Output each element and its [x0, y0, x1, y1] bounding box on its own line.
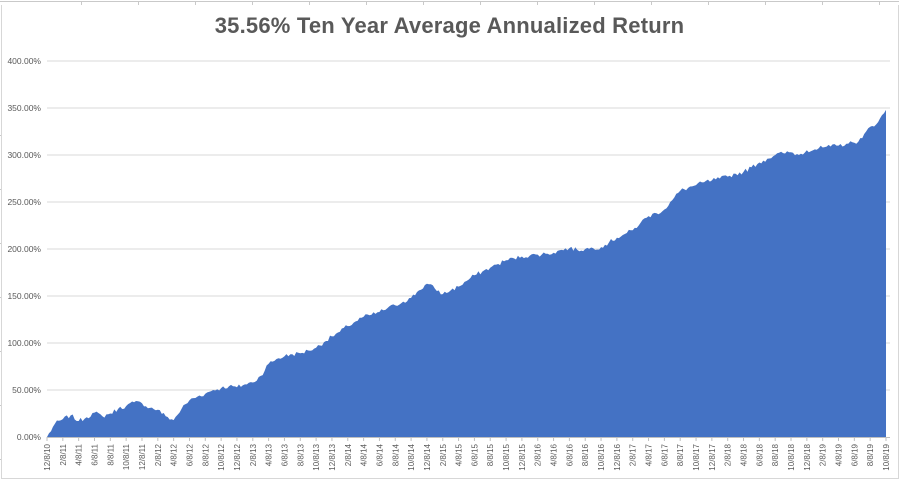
- x-axis-label: 6/8/11: [91, 443, 100, 465]
- spreadsheet-row-gridline: [0, 1, 899, 2]
- x-axis-label: 8/8/11: [106, 443, 115, 465]
- y-axis-label: 50.00%: [12, 385, 41, 395]
- x-axis-label: 4/8/12: [170, 443, 179, 466]
- y-axis-label: 100.00%: [7, 338, 41, 348]
- x-axis-label: 8/8/13: [296, 443, 305, 466]
- return-area-series[interactable]: [47, 109, 886, 438]
- x-axis-label: 8/8/17: [676, 443, 685, 466]
- x-axis-label: 2/8/11: [59, 443, 68, 465]
- x-axis-label: 2/8/16: [534, 443, 543, 466]
- x-axis-label: 6/8/15: [470, 443, 479, 466]
- x-axis-label: 12/8/16: [613, 443, 622, 470]
- y-axis-label: 200.00%: [7, 244, 41, 254]
- x-axis-label: 10/8/12: [217, 443, 226, 470]
- x-axis-label: 10/8/13: [312, 443, 321, 470]
- x-axis-label: 8/8/19: [866, 443, 875, 466]
- x-axis-label: 4/8/16: [550, 443, 559, 466]
- y-axis-label: 0.00%: [17, 432, 42, 442]
- x-axis-label: 2/8/18: [724, 443, 733, 466]
- x-axis-label: 12/8/15: [518, 443, 527, 470]
- y-axis-label: 300.00%: [7, 150, 41, 160]
- x-axis-label: 8/8/12: [201, 443, 210, 466]
- x-axis-label: 12/8/14: [423, 443, 432, 470]
- x-axis-label: 10/8/19: [882, 443, 891, 470]
- x-axis-label: 4/8/17: [645, 443, 654, 466]
- x-axis-label: 12/8/12: [233, 443, 242, 470]
- x-axis-label: 6/8/17: [660, 443, 669, 466]
- x-axis-label: 2/8/13: [249, 443, 258, 466]
- x-axis-label: 2/8/15: [439, 443, 448, 466]
- x-axis-label: 6/8/16: [565, 443, 574, 466]
- x-axis-label: 2/8/17: [629, 443, 638, 466]
- x-axis-label: 12/8/10: [43, 443, 52, 470]
- y-axis-label: 150.00%: [7, 291, 41, 301]
- x-axis-label: 6/8/13: [281, 443, 290, 466]
- x-axis-label: 4/8/18: [740, 443, 749, 466]
- x-axis-label: 8/8/14: [391, 443, 400, 466]
- x-axis-label: 4/8/19: [835, 443, 844, 466]
- y-axis-label: 350.00%: [7, 103, 41, 113]
- x-axis-label: 4/8/15: [455, 443, 464, 466]
- y-axis-label: 250.00%: [7, 197, 41, 207]
- x-axis-label: 6/8/14: [375, 443, 384, 466]
- x-axis-label: 4/8/11: [75, 443, 84, 465]
- x-axis-label: 12/8/11: [138, 443, 147, 470]
- x-axis-label: 6/8/12: [186, 443, 195, 466]
- x-axis-label: 10/8/18: [787, 443, 796, 470]
- x-axis-label: 8/8/18: [771, 443, 780, 466]
- x-axis-label: 2/8/14: [344, 443, 353, 466]
- x-axis-label: 2/8/19: [819, 443, 828, 466]
- x-axis-label: 2/8/12: [154, 443, 163, 466]
- x-axis-label: 8/8/15: [486, 443, 495, 466]
- x-axis-label: 10/8/15: [502, 443, 511, 470]
- x-axis-label: 10/8/16: [597, 443, 606, 470]
- x-axis-label: 6/8/18: [755, 443, 764, 466]
- x-axis-label: 12/8/17: [708, 443, 717, 470]
- x-axis-label: 6/8/19: [850, 443, 859, 466]
- x-axis-label: 10/8/11: [122, 443, 131, 470]
- x-axis-label: 8/8/16: [581, 443, 590, 466]
- x-axis-label: 12/8/18: [803, 443, 812, 470]
- chart-title[interactable]: 35.56% Ten Year Average Annualized Retur…: [214, 13, 685, 38]
- y-axis-label: 400.00%: [7, 56, 41, 66]
- spreadsheet-column-gridlines: [0, 2, 899, 5]
- x-axis-label: 12/8/13: [328, 443, 337, 470]
- x-axis-label: 4/8/13: [265, 443, 274, 466]
- x-axis-label: 10/8/17: [692, 443, 701, 470]
- x-axis-label: 4/8/14: [360, 443, 369, 466]
- x-axis-label: 10/8/14: [407, 443, 416, 470]
